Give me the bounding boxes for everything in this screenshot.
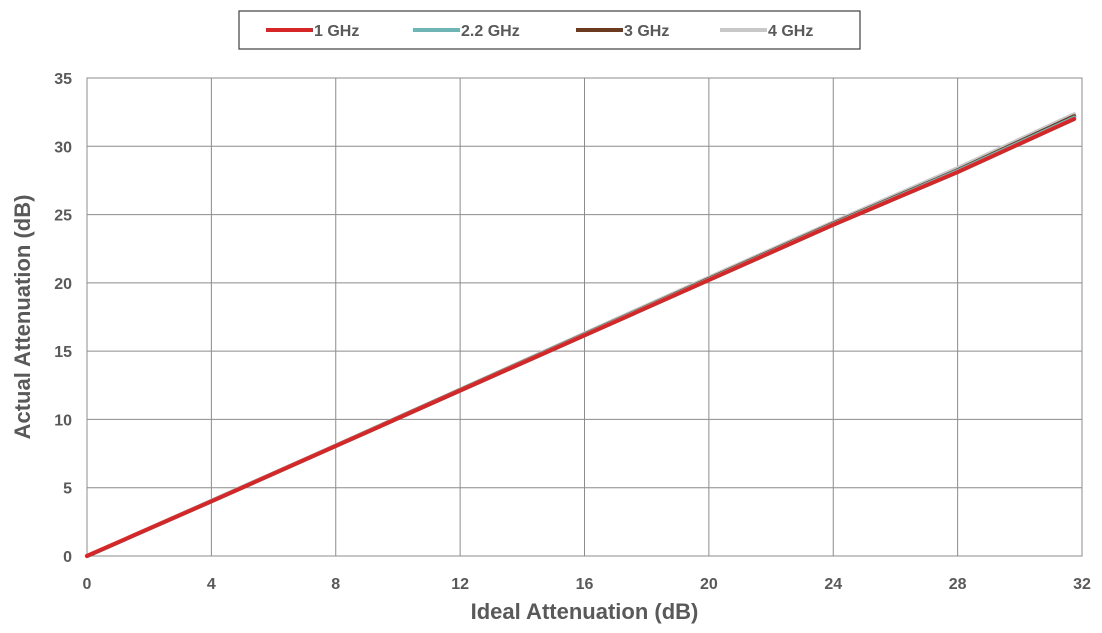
y-tick-label: 25 bbox=[54, 208, 72, 225]
y-tick-label: 20 bbox=[54, 276, 72, 293]
x-tick-label: 16 bbox=[576, 576, 594, 593]
x-tick-label: 8 bbox=[331, 576, 340, 593]
y-tick-label: 0 bbox=[63, 549, 72, 566]
y-tick-label: 15 bbox=[54, 344, 72, 361]
plot-area-border bbox=[86, 77, 1083, 557]
legend-label: 1 GHz bbox=[314, 23, 359, 40]
series-line-1 bbox=[85, 117, 1077, 558]
y-axis-ticks: 0 5 10 15 20 25 30 35 bbox=[54, 71, 72, 566]
x-tick-label: 24 bbox=[824, 576, 842, 593]
x-axis-ticks: 0 4 8 12 16 20 24 28 32 bbox=[83, 576, 1091, 593]
x-tick-label: 20 bbox=[700, 576, 718, 593]
y-axis-label: Actual Attenuation (dB) bbox=[10, 195, 35, 440]
y-tick-label: 30 bbox=[54, 139, 72, 156]
grid bbox=[87, 78, 1082, 556]
legend-label: 2.2 GHz bbox=[461, 23, 520, 40]
x-tick-label: 28 bbox=[949, 576, 967, 593]
x-tick-label: 0 bbox=[83, 576, 92, 593]
legend: 1 GHz 2.2 GHz 3 GHz 4 GHz bbox=[238, 10, 861, 50]
x-tick-label: 32 bbox=[1073, 576, 1091, 593]
x-tick-label: 4 bbox=[207, 576, 216, 593]
series-layer bbox=[85, 112, 1077, 558]
legend-label: 3 GHz bbox=[624, 23, 669, 40]
y-tick-label: 35 bbox=[54, 71, 72, 88]
x-tick-label: 12 bbox=[451, 576, 469, 593]
x-axis-label: Ideal Attenuation (dB) bbox=[471, 599, 699, 624]
legend-label: 4 GHz bbox=[768, 23, 813, 40]
y-tick-label: 5 bbox=[63, 481, 72, 498]
y-tick-label: 10 bbox=[54, 412, 72, 429]
